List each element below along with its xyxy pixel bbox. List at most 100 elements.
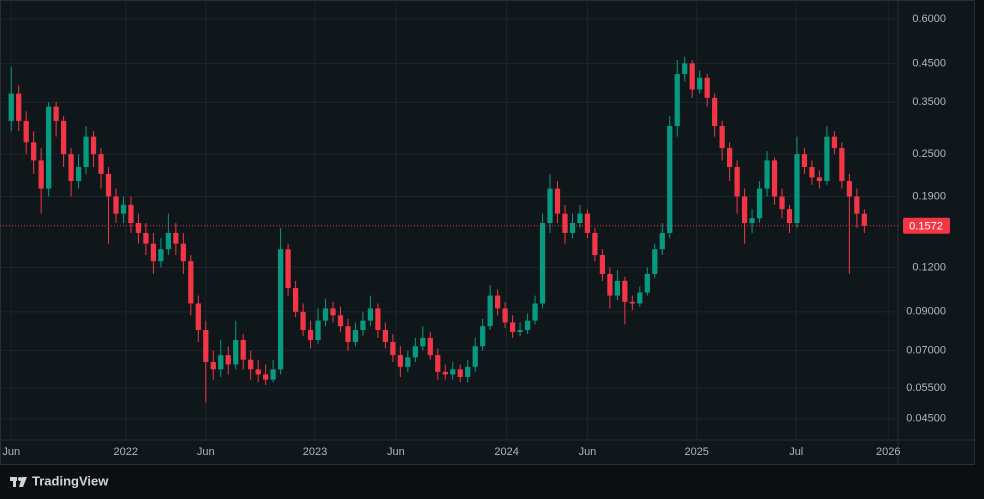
candle-body: [285, 249, 291, 289]
candle-body: [547, 188, 553, 224]
candle-body: [382, 330, 389, 343]
candle-body: [659, 232, 665, 250]
candle-body: [248, 359, 254, 370]
candle-body: [390, 342, 396, 356]
y-tick-label: 0.1900: [912, 190, 946, 202]
candle-body: [502, 308, 508, 323]
candle-body: [270, 369, 276, 380]
candle-body: [188, 261, 194, 304]
candle-body: [337, 315, 344, 327]
candle-body: [105, 173, 112, 197]
candle-body: [292, 288, 299, 312]
candle-body: [83, 136, 89, 167]
candle-body: [569, 223, 576, 233]
y-tick-label: 0.6000: [912, 13, 946, 25]
x-tick-label: Jun: [387, 446, 405, 458]
candle-body: [719, 125, 725, 149]
candle-body: [562, 213, 568, 233]
candle-body: [128, 204, 134, 224]
candle-body: [158, 249, 164, 262]
x-tick-label: 2023: [303, 446, 327, 458]
x-tick-label: Jun: [579, 446, 597, 458]
candle-body: [734, 166, 740, 197]
candle-body: [622, 280, 628, 302]
candle-body: [704, 77, 710, 98]
candle-body: [457, 369, 463, 378]
candle-body: [861, 213, 867, 226]
candle-body: [764, 160, 770, 189]
candle-body: [255, 369, 261, 375]
candle-body: [756, 188, 763, 219]
candle-body: [599, 255, 606, 274]
candle-body: [442, 371, 448, 375]
candle-body: [405, 357, 411, 367]
candle-body: [831, 136, 838, 149]
candle-body: [487, 295, 493, 327]
brand-logo: [10, 477, 27, 487]
candle-body: [667, 125, 673, 233]
last-price-box: [903, 217, 950, 234]
candle-body: [771, 160, 778, 197]
candle-body: [23, 120, 29, 143]
candle-body: [584, 213, 591, 233]
x-tick-label: 2024: [494, 446, 518, 458]
x-tick-label: 2025: [684, 446, 708, 458]
candle-body: [435, 355, 441, 372]
candle-body: [240, 339, 246, 360]
candle-body: [539, 223, 546, 304]
candle-body: [218, 355, 224, 370]
candle-body: [741, 196, 748, 224]
candle-body: [135, 223, 142, 233]
candle-body: [300, 311, 306, 331]
candle-body: [786, 209, 793, 224]
candle-body: [143, 232, 149, 244]
candle-body: [60, 120, 67, 155]
candle-body: [98, 154, 104, 174]
candle-body: [412, 346, 418, 358]
x-tick-label: Jun: [197, 446, 215, 458]
candle-body: [637, 292, 643, 304]
candle-body: [46, 106, 52, 189]
y-tick-label: 0.2500: [912, 148, 946, 160]
candle-body: [345, 326, 351, 343]
candle-body: [509, 322, 516, 332]
candle-body: [794, 154, 800, 224]
candle-body: [629, 301, 635, 304]
candle-body: [614, 280, 620, 296]
candle-body: [592, 232, 598, 256]
candle-body: [854, 196, 860, 214]
candle-body: [173, 232, 179, 244]
candle-body: [420, 337, 426, 347]
candle-body: [472, 346, 478, 367]
candle-body: [749, 218, 755, 224]
candle-body: [150, 243, 157, 262]
candle-body: [427, 337, 433, 356]
candle-body: [689, 63, 695, 90]
candle-body: [195, 303, 201, 331]
candle-body: [824, 136, 830, 182]
candle-body: [375, 308, 381, 331]
panel: [0, 0, 975, 465]
candle-body: [278, 249, 284, 370]
candle-body: [682, 63, 688, 75]
y-tick-label: 0.09000: [906, 306, 946, 318]
candle-body: [801, 154, 808, 167]
candle-body: [816, 177, 823, 182]
candle-body: [31, 142, 37, 161]
x-tick-label: 2026: [876, 446, 900, 458]
candle-body: [263, 374, 269, 380]
candle-body: [517, 330, 523, 332]
y-tick-label: 0.4500: [912, 57, 946, 69]
candle-body: [352, 330, 359, 343]
candle-body: [367, 308, 374, 321]
y-tick-label: 0.04500: [906, 413, 946, 425]
candle-body: [652, 249, 658, 274]
y-tick-label: 0.3500: [912, 96, 946, 108]
candle-body: [360, 320, 366, 331]
candle-body: [113, 196, 119, 214]
candle-body: [779, 196, 785, 210]
candle-body: [524, 320, 531, 331]
candle-body: [322, 308, 329, 321]
candle-body: [8, 93, 14, 121]
candle-body: [712, 97, 718, 126]
